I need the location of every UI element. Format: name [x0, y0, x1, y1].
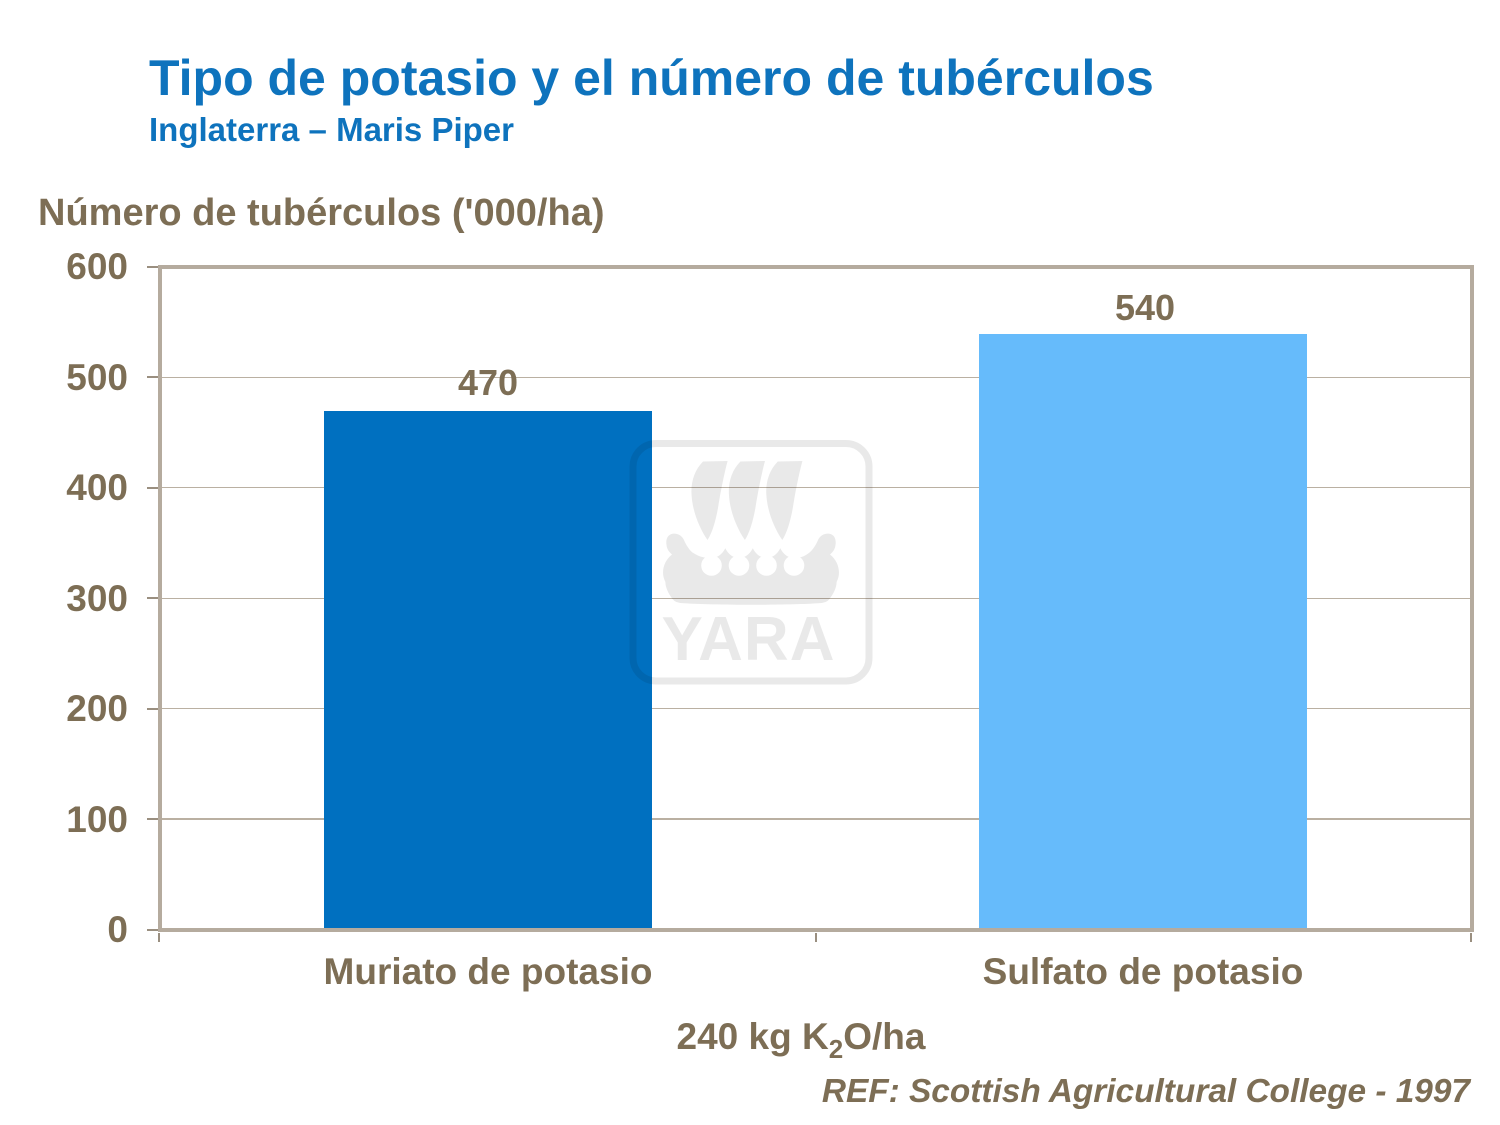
svg-text:YARA: YARA: [662, 605, 836, 674]
